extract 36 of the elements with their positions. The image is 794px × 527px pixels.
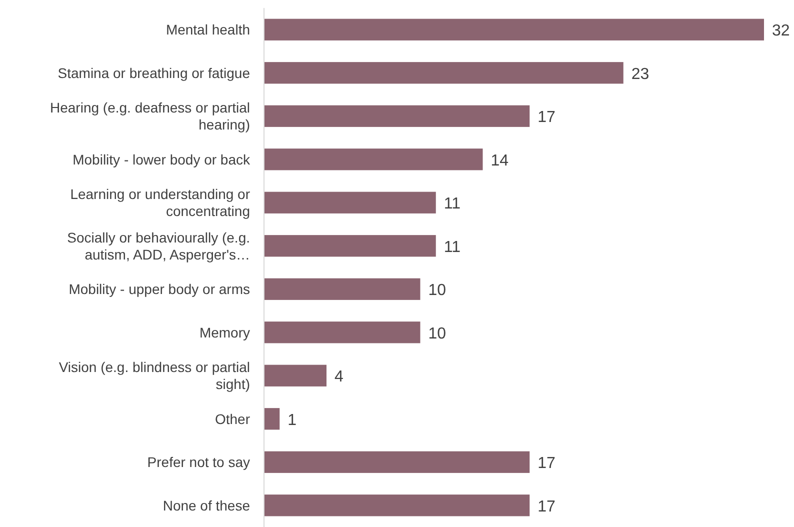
y-tick-label: Prefer not to say — [147, 454, 250, 470]
y-tick-label: Memory — [199, 324, 250, 340]
y-tick-label: Mobility - lower body or back — [72, 151, 251, 168]
bar — [264, 18, 764, 40]
data-label: 1 — [288, 412, 297, 429]
y-tick-label: Stamina or breathing or fatigue — [58, 64, 250, 81]
data-label: 14 — [490, 152, 509, 170]
data-label: 17 — [538, 109, 556, 126]
y-tick-label: Socially or behaviourally (e.g. autism, ADD, Asperger's… — [67, 229, 250, 262]
bar — [264, 62, 624, 84]
data-label: 10 — [428, 282, 446, 300]
data-label: 11 — [444, 196, 461, 213]
data-label: 32 — [772, 22, 790, 40]
bar — [264, 105, 530, 127]
y-tick-label: Learning or understanding or concentrating — [70, 186, 250, 220]
bar — [264, 494, 530, 516]
bar — [264, 322, 420, 344]
data-label: 17 — [538, 455, 556, 472]
bar — [264, 451, 530, 473]
y-tick-label: Mobility - upper body or arms — [68, 281, 250, 298]
data-label: 23 — [631, 66, 650, 83]
y-tick-label: Vision (e.g. blindness or partial sight) — [58, 359, 250, 392]
bar — [264, 278, 420, 300]
bar — [264, 192, 436, 214]
y-tick-label: Mental health — [166, 22, 250, 38]
bar — [264, 148, 483, 170]
data-label: 17 — [538, 498, 556, 516]
data-label: 11 — [444, 238, 461, 256]
data-label: 4 — [334, 368, 344, 386]
y-tick-label: Hearing (e.g. deafness or partial hearing) — [50, 100, 250, 133]
bar — [264, 235, 436, 257]
y-tick-label: None of these — [162, 497, 250, 514]
bar — [264, 364, 326, 386]
data-label: 10 — [428, 325, 446, 342]
bar — [264, 408, 280, 430]
y-tick-label: Other — [214, 410, 250, 427]
